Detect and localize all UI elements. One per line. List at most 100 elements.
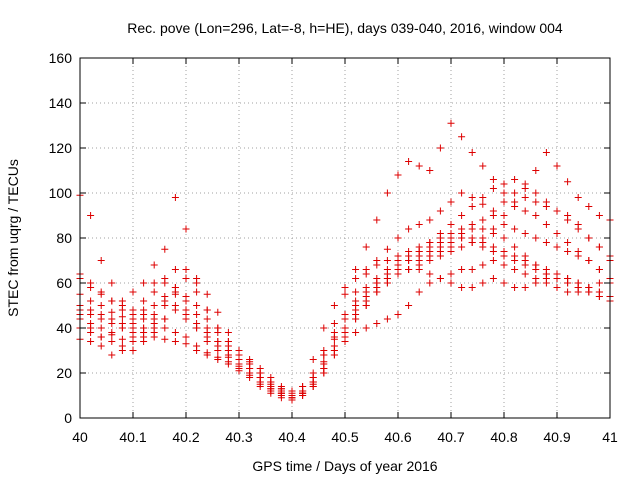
data-point [532, 167, 540, 174]
data-point [150, 324, 158, 332]
data-point [118, 342, 126, 350]
data-point [585, 257, 593, 264]
data-point [574, 279, 582, 287]
data-point [479, 216, 487, 224]
data-point [564, 275, 572, 282]
data-point [320, 369, 328, 377]
data-point [468, 203, 476, 210]
data-point [330, 351, 338, 359]
data-point [532, 212, 540, 219]
data-point [256, 374, 264, 381]
data-point [489, 230, 497, 237]
data-point [564, 239, 572, 246]
data-point [203, 349, 211, 357]
data-point [479, 162, 487, 170]
data-point [542, 221, 550, 228]
data-point [521, 207, 529, 215]
data-point [129, 288, 137, 296]
data-point [182, 266, 190, 273]
data-point [224, 358, 232, 366]
data-point [140, 297, 148, 305]
data-point [585, 284, 593, 291]
data-point [87, 338, 95, 345]
chart-title: Rec. pove (Lon=296, Lat=-8, h=HE), days … [127, 20, 563, 36]
data-point [150, 288, 158, 296]
data-point [118, 324, 126, 332]
data-point [511, 189, 519, 197]
data-point [108, 308, 116, 316]
data-point [320, 351, 328, 359]
data-point [468, 149, 476, 156]
data-point [129, 306, 137, 314]
data-point [479, 279, 487, 287]
y-tick-label: 80 [56, 230, 72, 246]
data-point [595, 266, 603, 273]
data-point [140, 324, 148, 332]
data-point [193, 311, 201, 318]
data-point [87, 279, 95, 287]
data-point [330, 302, 338, 309]
data-point [479, 200, 487, 208]
data-point [511, 243, 519, 251]
data-point [542, 149, 550, 156]
data-point [171, 329, 179, 336]
data-point [97, 324, 105, 332]
data-point [595, 212, 603, 219]
x-tick-label: 40 [72, 429, 88, 445]
data-point [362, 266, 370, 273]
data-point [108, 320, 116, 327]
x-tick-label: 40.2 [172, 429, 199, 445]
data-point [479, 194, 487, 201]
y-tick-label: 20 [56, 365, 72, 381]
data-point [458, 133, 466, 141]
data-point [553, 230, 561, 237]
data-point [224, 347, 232, 354]
data-point [362, 324, 370, 332]
data-point [511, 257, 519, 264]
data-point [214, 308, 222, 316]
data-point [394, 311, 402, 318]
data-point [521, 261, 529, 269]
data-point [161, 245, 169, 253]
y-tick-label: 100 [49, 185, 73, 201]
data-point [532, 198, 540, 206]
data-point [129, 315, 137, 323]
data-point [150, 302, 158, 309]
data-point [352, 311, 360, 318]
data-point [489, 257, 497, 264]
data-point [224, 329, 232, 336]
data-point [150, 315, 158, 323]
data-point [97, 333, 105, 341]
data-point [256, 365, 264, 372]
data-point [447, 270, 455, 278]
data-point [341, 290, 349, 298]
data-point [500, 189, 508, 197]
data-point [489, 275, 497, 282]
data-point [564, 248, 572, 255]
data-point [171, 306, 179, 314]
data-point [415, 288, 423, 296]
data-point [171, 194, 179, 201]
data-point [309, 369, 317, 377]
data-point [352, 275, 360, 282]
data-point [97, 342, 105, 350]
y-tick-labels: 0 20 40 60 80 100 120 140 160 [49, 50, 73, 426]
series-track-10 [76, 176, 614, 399]
data-point [447, 119, 455, 127]
data-point [193, 302, 201, 309]
series-track-8 [76, 189, 614, 402]
data-point [161, 279, 169, 287]
data-point [320, 324, 328, 332]
data-point [309, 378, 317, 386]
data-point [87, 212, 95, 219]
data-point [500, 261, 508, 269]
data-point [500, 221, 508, 228]
data-point [330, 342, 338, 350]
data-point [415, 162, 423, 170]
data-point [193, 324, 201, 332]
data-point [447, 221, 455, 228]
data-point [500, 198, 508, 206]
data-point [97, 257, 105, 264]
data-point [161, 315, 169, 323]
